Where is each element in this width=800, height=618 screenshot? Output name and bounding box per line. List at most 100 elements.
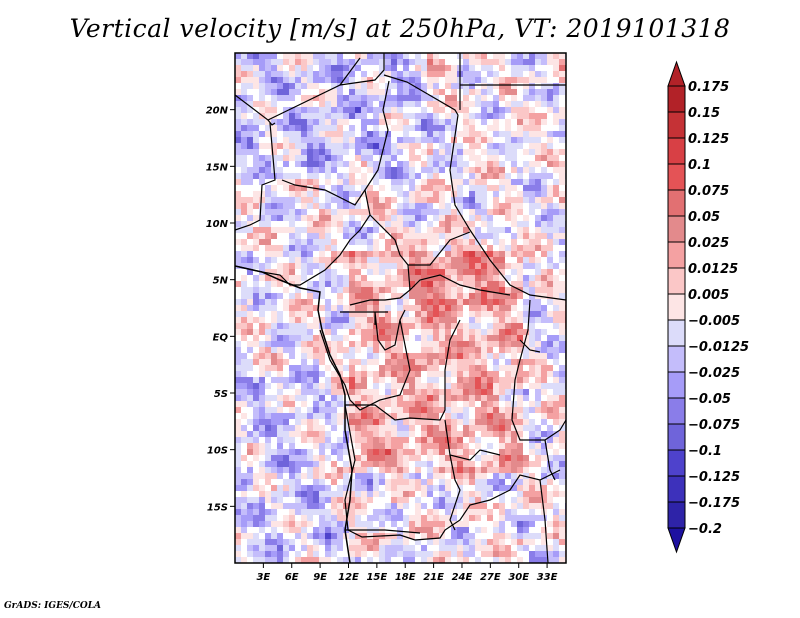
field-cell <box>313 545 319 551</box>
field-cell <box>397 437 403 443</box>
field-cell <box>469 305 475 311</box>
field-cell <box>301 521 307 527</box>
field-cell <box>349 275 355 281</box>
field-cell <box>283 533 289 539</box>
field-cell <box>499 281 505 287</box>
lon-tick-label: 30E <box>508 572 529 583</box>
field-cell <box>277 263 283 269</box>
field-cell <box>511 233 517 239</box>
field-cell <box>433 215 439 221</box>
field-cell <box>493 173 499 179</box>
field-cell <box>271 119 277 125</box>
field-cell <box>397 305 403 311</box>
field-cell <box>259 317 265 323</box>
field-cell <box>463 479 469 485</box>
field-cell <box>445 149 451 155</box>
field-cell <box>307 311 313 317</box>
field-cell <box>415 131 421 137</box>
field-cell <box>283 509 289 515</box>
field-cell <box>397 545 403 551</box>
field-cell <box>397 161 403 167</box>
field-cell <box>439 299 445 305</box>
field-cell <box>271 59 277 65</box>
field-cell <box>559 275 565 281</box>
field-cell <box>241 311 247 317</box>
field-cell <box>337 443 343 449</box>
field-cell <box>451 335 457 341</box>
field-cell <box>523 299 529 305</box>
field-cell <box>319 197 325 203</box>
field-cell <box>421 425 427 431</box>
field-cell <box>385 467 391 473</box>
field-cell <box>505 359 511 365</box>
field-cell <box>283 383 289 389</box>
field-cell <box>307 365 313 371</box>
field-cell <box>253 101 259 107</box>
field-cell <box>307 431 313 437</box>
field-cell <box>331 491 337 497</box>
field-cell <box>463 269 469 275</box>
field-cell <box>559 551 565 557</box>
field-cell <box>529 155 535 161</box>
field-cell <box>433 257 439 263</box>
field-cell <box>343 443 349 449</box>
field-cell <box>247 131 253 137</box>
field-cell <box>421 275 427 281</box>
field-cell <box>529 533 535 539</box>
field-cell <box>421 155 427 161</box>
field-cell <box>367 239 373 245</box>
field-cell <box>415 365 421 371</box>
grads-credit: GrADS: IGES/COLA <box>4 601 102 611</box>
field-cell <box>343 233 349 239</box>
field-cell <box>295 341 301 347</box>
field-cell <box>295 329 301 335</box>
field-cell <box>367 155 373 161</box>
field-cell <box>343 257 349 263</box>
field-cell <box>523 185 529 191</box>
field-cell <box>253 329 259 335</box>
field-cell <box>529 185 535 191</box>
field-cell <box>469 227 475 233</box>
field-cell <box>433 95 439 101</box>
field-cell <box>301 113 307 119</box>
field-cell <box>451 53 457 59</box>
field-cell <box>403 257 409 263</box>
field-cell <box>259 95 265 101</box>
field-cell <box>283 317 289 323</box>
field-cell <box>511 89 517 95</box>
field-cell <box>277 239 283 245</box>
field-cell <box>283 467 289 473</box>
field-cell <box>343 215 349 221</box>
field-cell <box>415 467 421 473</box>
field-cell <box>523 371 529 377</box>
field-cell <box>385 281 391 287</box>
field-cell <box>301 299 307 305</box>
field-cell <box>319 239 325 245</box>
field-cell <box>517 155 523 161</box>
field-cell <box>259 455 265 461</box>
field-cell <box>253 533 259 539</box>
field-cell <box>421 383 427 389</box>
field-cell <box>427 101 433 107</box>
field-cell <box>541 317 547 323</box>
field-cell <box>541 83 547 89</box>
field-cell <box>367 143 373 149</box>
field-cell <box>421 323 427 329</box>
field-cell <box>325 461 331 467</box>
field-cell <box>385 437 391 443</box>
field-cell <box>445 53 451 59</box>
field-cell <box>331 383 337 389</box>
field-cell <box>517 317 523 323</box>
field-cell <box>247 233 253 239</box>
field-cell <box>313 479 319 485</box>
field-cell <box>511 173 517 179</box>
field-cell <box>307 269 313 275</box>
field-cell <box>295 359 301 365</box>
field-cell <box>511 461 517 467</box>
field-cell <box>511 179 517 185</box>
field-cell <box>247 83 253 89</box>
field-cell <box>487 119 493 125</box>
field-cell <box>463 461 469 467</box>
field-cell <box>325 353 331 359</box>
field-cell <box>385 269 391 275</box>
